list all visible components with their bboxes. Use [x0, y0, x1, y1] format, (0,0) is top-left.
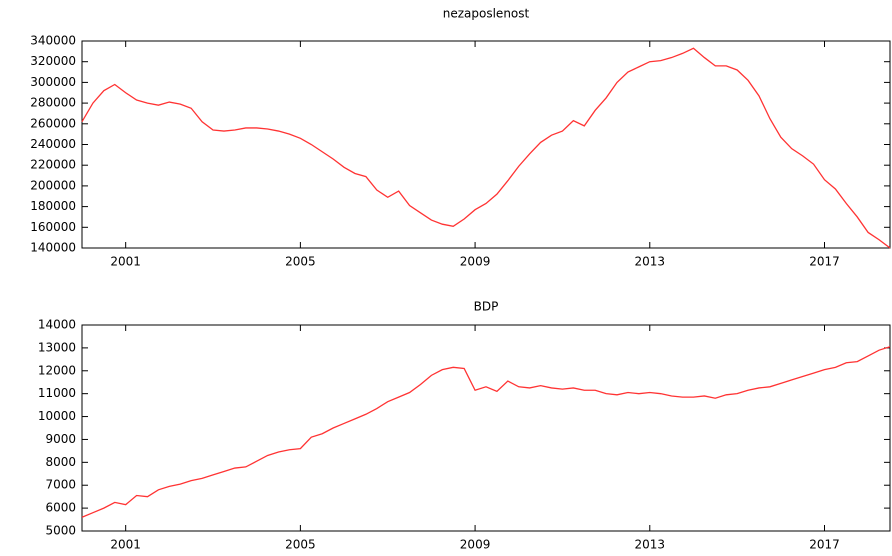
y-tick-label: 13000 — [38, 340, 76, 354]
y-tick-label: 340000 — [30, 34, 76, 48]
y-tick-label: 280000 — [30, 96, 76, 110]
y-tick-label: 240000 — [30, 137, 76, 151]
y-tick-label: 12000 — [38, 363, 76, 377]
x-tick-label: 2005 — [285, 255, 316, 269]
y-tick-label: 160000 — [30, 220, 76, 234]
y-tick-label: 260000 — [30, 116, 76, 130]
x-tick-label: 2017 — [809, 538, 840, 552]
plot-frame — [81, 40, 891, 249]
x-tick-label: 2013 — [635, 538, 666, 552]
x-tick-label: 2001 — [110, 255, 141, 269]
y-tick-label: 140000 — [30, 241, 76, 255]
chart-title: BDP — [474, 300, 499, 314]
data-line — [81, 346, 891, 518]
chart-title: nezaposlenost — [443, 7, 530, 21]
y-tick-label: 8000 — [45, 455, 76, 469]
x-tick-label: 2009 — [460, 538, 491, 552]
y-tick-label: 10000 — [38, 409, 76, 423]
x-tick-label: 2001 — [110, 538, 141, 552]
x-tick-label: 2009 — [460, 255, 491, 269]
y-tick-label: 180000 — [30, 199, 76, 213]
x-tick-label: 2013 — [635, 255, 666, 269]
y-tick-label: 6000 — [45, 501, 76, 515]
y-tick-label: 7000 — [45, 478, 76, 492]
x-tick-label: 2005 — [285, 538, 316, 552]
y-tick-label: 14000 — [38, 318, 76, 332]
y-tick-label: 5000 — [45, 524, 76, 538]
y-tick-label: 320000 — [30, 54, 76, 68]
y-tick-label: 9000 — [45, 432, 76, 446]
y-tick-label: 11000 — [38, 386, 76, 400]
y-tick-label: 200000 — [30, 178, 76, 192]
x-tick-label: 2017 — [809, 255, 840, 269]
data-line — [81, 47, 891, 249]
y-tick-label: 220000 — [30, 158, 76, 172]
y-tick-label: 300000 — [30, 75, 76, 89]
plot-frame — [81, 324, 891, 532]
